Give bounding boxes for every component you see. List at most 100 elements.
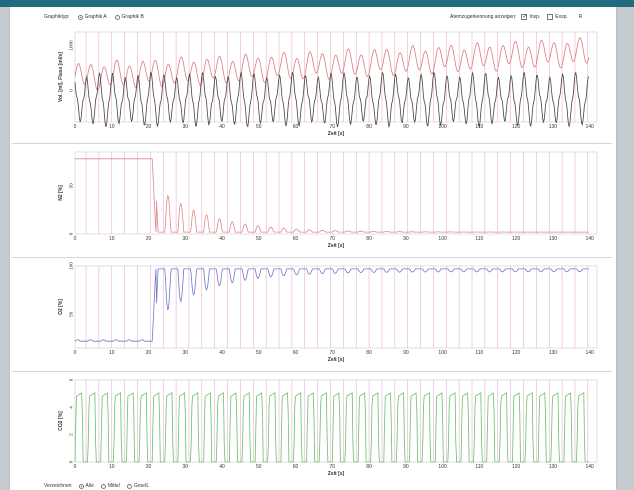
x-tick-label: 10 xyxy=(109,236,115,242)
x-tick-label: 30 xyxy=(183,236,189,242)
display-options: Verzeichnen Alle Mittel Groeß. xyxy=(44,483,149,489)
graph-a-radio[interactable] xyxy=(77,14,83,20)
x-tick-label: 130 xyxy=(549,124,558,130)
flow-volume-chart[interactable]: 0 10 20 30 40 50 60 70 80 90 100 110 120 130 140 0 1000 Z… xyxy=(10,26,616,142)
x-tick-label: 20 xyxy=(146,350,152,356)
x-tick-label: 80 xyxy=(366,350,372,356)
x-tick-label: 110 xyxy=(475,350,483,356)
x-tick-label: 50 xyxy=(256,124,262,130)
x-tick-label: 40 xyxy=(219,464,225,470)
x-axis-label: Zeit [s] xyxy=(328,131,345,137)
chart-svg: 0 10 20 30 40 50 60 70 80 90 100 110 120 130 140 0 1000 Z… xyxy=(58,31,598,137)
chart-svg: 0 10 20 30 40 50 60 70 80 90 100 110 120 130 140 0 50 Zei… xyxy=(58,151,598,249)
mean-label: Mittel xyxy=(107,483,120,489)
x-tick-label: 80 xyxy=(366,124,372,130)
x-tick-label: 60 xyxy=(293,350,299,356)
exp-label: Exsp. xyxy=(555,14,568,20)
x-tick-label: 70 xyxy=(330,124,336,130)
app-header-bar xyxy=(0,0,634,7)
exp-checkbox[interactable] xyxy=(547,14,554,20)
x-tick-label: 90 xyxy=(403,350,409,356)
chart-svg: 0 10 20 30 40 50 60 70 80 90 100 110 120 130 140 0 2 4 6 Ze… xyxy=(58,378,598,477)
plot-frame xyxy=(74,31,598,123)
y-tick-label: 0 xyxy=(69,89,74,92)
x-tick-label: 40 xyxy=(219,350,225,356)
x-tick-label: 60 xyxy=(293,124,299,130)
toolbar: Graphiktyp: Graphik A Graphik B Atemzuge… xyxy=(10,7,616,27)
o2-chart[interactable]: 0 10 20 30 40 50 60 70 80 90 100 110 120 130 140 50 100 Z… xyxy=(10,260,616,370)
divider xyxy=(12,143,612,144)
x-tick-label: 0 xyxy=(74,124,77,130)
all-radio[interactable] xyxy=(78,483,84,489)
x-tick-label: 80 xyxy=(366,236,372,242)
plot-frame xyxy=(74,379,598,463)
y-tick-label: 1000 xyxy=(69,40,74,51)
x-tick-label: 70 xyxy=(330,350,336,356)
y-axis-label: CO2 [%] xyxy=(58,411,64,431)
x-tick-label: 100 xyxy=(438,236,447,242)
x-tick-label: 100 xyxy=(438,464,447,470)
x-tick-label: 70 xyxy=(330,464,336,470)
divider xyxy=(12,371,612,372)
y-tick-label: 50 xyxy=(69,183,74,189)
co2-chart[interactable]: 0 10 20 30 40 50 60 70 80 90 100 110 120 130 140 0 2 4 6 Ze… xyxy=(10,374,616,480)
x-tick-label: 120 xyxy=(512,124,521,130)
footer-bar: Verzeichnen Alle Mittel Groeß. xyxy=(10,481,616,490)
size-label: Groeß. xyxy=(133,483,150,489)
x-tick-label: 50 xyxy=(256,350,262,356)
x-tick-label: 10 xyxy=(109,124,115,130)
x-tick-label: 140 xyxy=(585,124,594,130)
size-radio[interactable] xyxy=(126,483,132,489)
y-axis-label: O2 [%] xyxy=(58,299,64,315)
graph-type-group: Graphiktyp: Graphik A Graphik B xyxy=(44,14,144,20)
o2-line xyxy=(74,268,589,342)
x-tick-label: 90 xyxy=(403,124,409,130)
plot-frame xyxy=(74,151,598,235)
x-tick-label: 0 xyxy=(74,236,77,242)
co2-line xyxy=(74,392,589,463)
x-tick-label: 100 xyxy=(438,124,447,130)
graph-b-radio[interactable] xyxy=(114,14,120,20)
x-tick-label: 10 xyxy=(109,464,115,470)
x-tick-label: 120 xyxy=(512,464,521,470)
y-tick-label: 4 xyxy=(69,406,74,409)
x-tick-label: 130 xyxy=(549,236,558,242)
x-tick-label: 120 xyxy=(512,236,521,242)
insp-label: Insp. xyxy=(529,14,541,20)
n2-line xyxy=(75,158,589,233)
display-label: Verzeichnen xyxy=(44,483,72,489)
y-tick-label: 50 xyxy=(69,311,74,317)
main-panel: Graphiktyp: Graphik A Graphik B Atemzuge… xyxy=(9,7,617,490)
x-tick-label: 90 xyxy=(403,464,409,470)
x-tick-label: 130 xyxy=(549,350,558,356)
x-axis-label: Zeit [s] xyxy=(328,243,345,249)
x-tick-label: 100 xyxy=(438,350,447,356)
graph-a-label: Graphik A xyxy=(84,14,107,20)
mean-radio[interactable] xyxy=(100,483,106,489)
y-tick-label: 2 xyxy=(69,433,74,436)
x-tick-label: 70 xyxy=(330,236,336,242)
divider xyxy=(12,257,612,258)
x-tick-label: 20 xyxy=(146,464,152,470)
x-tick-label: 60 xyxy=(293,464,299,470)
x-tick-label: 40 xyxy=(219,236,225,242)
x-tick-label: 40 xyxy=(219,124,225,130)
y-tick-label: 6 xyxy=(69,378,74,381)
breath-detection-group: Atemzugerkennung anzeigen: ✓ Insp. Exsp.… xyxy=(450,14,582,20)
x-tick-label: 80 xyxy=(366,464,372,470)
x-tick-label: 110 xyxy=(475,464,483,470)
all-label: Alle xyxy=(85,483,94,489)
x-tick-label: 30 xyxy=(183,350,189,356)
breath-detection-label: Atemzugerkennung anzeigen: xyxy=(450,14,517,20)
x-tick-label: 0 xyxy=(74,350,77,356)
x-tick-label: 50 xyxy=(256,464,262,470)
x-tick-label: 140 xyxy=(585,464,594,470)
x-axis-label: Zeit [s] xyxy=(328,357,345,363)
x-tick-label: 30 xyxy=(183,124,189,130)
n2-chart[interactable]: 0 10 20 30 40 50 60 70 80 90 100 110 120 130 140 0 50 Zei… xyxy=(10,146,616,256)
x-tick-label: 60 xyxy=(293,236,299,242)
insp-checkbox[interactable]: ✓ xyxy=(521,14,528,20)
y-tick-label: 0 xyxy=(69,460,74,463)
x-tick-label: 140 xyxy=(585,236,594,242)
x-tick-label: 10 xyxy=(109,350,115,356)
